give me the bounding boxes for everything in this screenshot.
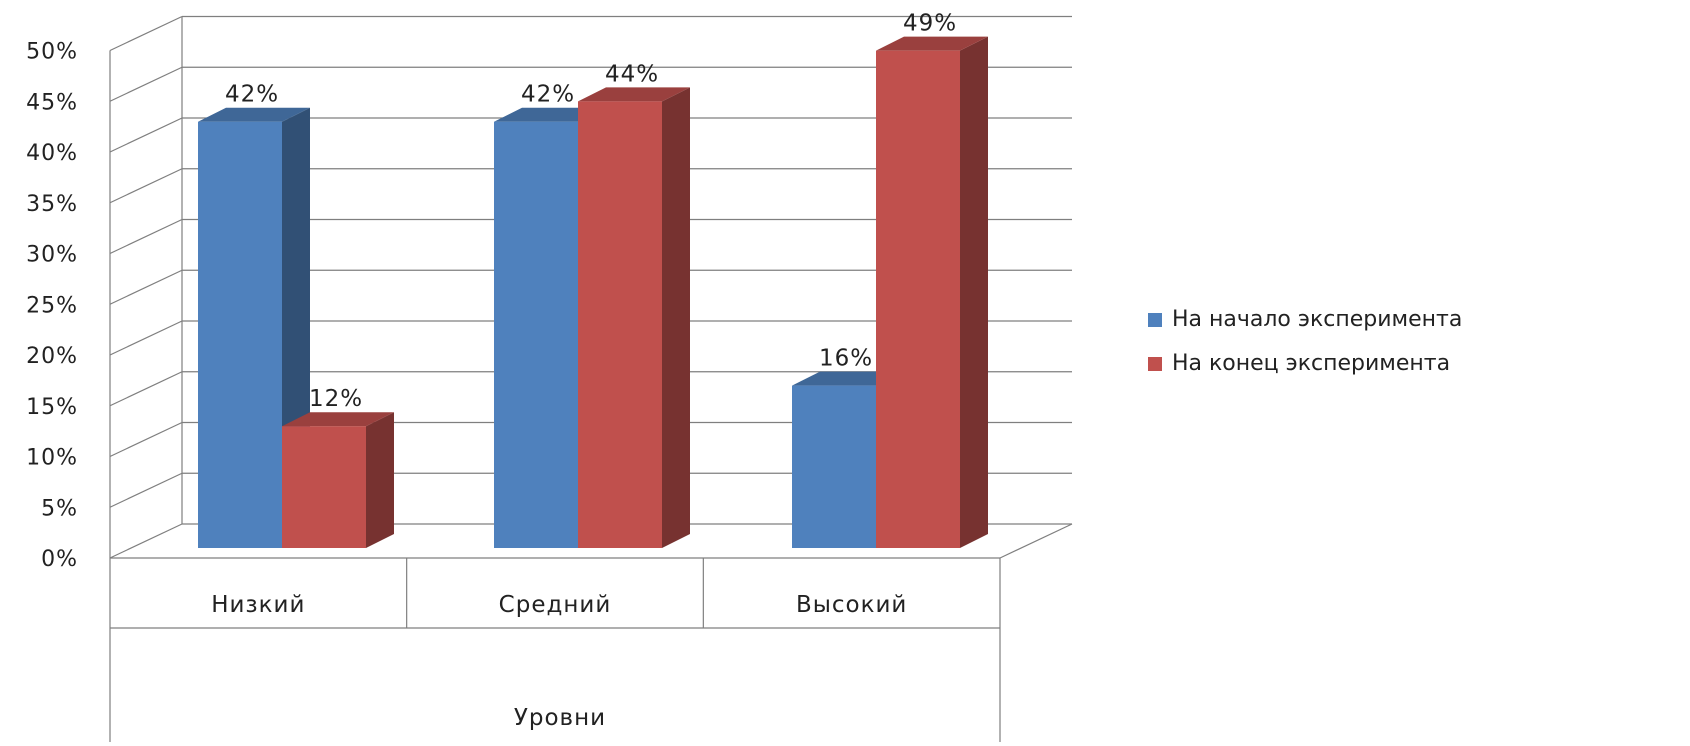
bar-side xyxy=(662,87,690,549)
bar-side xyxy=(366,412,394,548)
bar-top xyxy=(198,107,310,122)
gridline-side xyxy=(109,472,183,508)
y-tick-label: 10% xyxy=(26,446,78,471)
y-tick-label: 30% xyxy=(26,243,78,268)
bar-top xyxy=(578,87,690,102)
y-tick-label: 25% xyxy=(26,293,78,318)
y-tick-label: 35% xyxy=(26,192,78,217)
bar-top xyxy=(282,412,394,427)
legend-label: На начало эксперимента xyxy=(1172,307,1462,332)
data-label: 12% xyxy=(309,386,363,412)
bar xyxy=(282,412,394,548)
y-tick-label: 40% xyxy=(26,141,78,166)
legend-swatch xyxy=(1148,313,1162,327)
x-tick-label: Высокий xyxy=(796,592,907,618)
floor-right-edge xyxy=(999,523,1073,559)
gridline-side xyxy=(109,66,183,102)
bar-front xyxy=(792,385,876,548)
bar-top xyxy=(876,36,988,51)
chart-legend: На начало эксперимента На конец экспериме… xyxy=(1148,307,1462,376)
y-tick-label: 50% xyxy=(26,40,78,65)
x-tick-label: Низкий xyxy=(211,592,305,618)
legend-swatch xyxy=(1148,357,1162,371)
y-tick-label: 15% xyxy=(26,395,78,420)
gridline-side xyxy=(109,523,183,559)
gridline-side xyxy=(109,117,183,153)
bar-front xyxy=(578,101,662,549)
data-labels: 42% 12% 42% 44% 16% 49% xyxy=(225,11,957,413)
y-axis-ticks: 0% 5% 10% 15% 20% 25% 30% 35% 40% 45% 50% xyxy=(26,40,78,573)
bar-front xyxy=(282,426,366,548)
bar-front xyxy=(876,50,960,549)
gridline-side xyxy=(109,218,183,255)
x-axis: Уровни Низкий Средний Высокий xyxy=(109,558,1001,742)
y-tick-label: 0% xyxy=(41,547,78,572)
bar-front xyxy=(494,121,578,548)
gridline-side xyxy=(109,15,183,52)
y-tick-label: 20% xyxy=(26,344,78,369)
gridline-side xyxy=(109,421,183,458)
y-tick-label: 45% xyxy=(26,90,78,115)
chart-bars xyxy=(198,36,988,549)
data-label: 16% xyxy=(819,346,873,372)
data-label: 42% xyxy=(521,82,575,108)
x-axis-title: Уровни xyxy=(514,705,606,731)
data-label: 42% xyxy=(225,82,279,108)
legend-label: На конец эксперимента xyxy=(1172,351,1450,376)
gridline-side xyxy=(109,320,183,356)
bar xyxy=(876,36,988,549)
bar-side xyxy=(960,36,988,549)
x-tick-label: Средний xyxy=(499,592,612,618)
bar xyxy=(198,107,310,548)
bar-front xyxy=(198,121,282,548)
gridline-side xyxy=(109,371,183,407)
bar xyxy=(578,87,690,549)
gridline-side xyxy=(109,269,183,305)
y-tick-label: 5% xyxy=(41,496,78,521)
data-label: 49% xyxy=(903,11,957,37)
gridline-side xyxy=(109,168,183,204)
data-label: 44% xyxy=(605,61,659,87)
